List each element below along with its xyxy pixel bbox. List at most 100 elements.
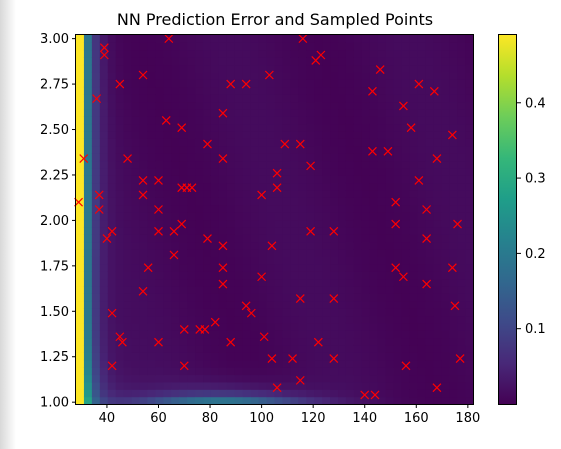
sampled-point-marker (187, 183, 197, 193)
heatmap-cell (330, 79, 339, 88)
heatmap-cell (393, 256, 403, 265)
heatmap-cell (187, 337, 196, 346)
heatmap-cell (401, 108, 411, 117)
sampled-point-marker (94, 190, 104, 200)
heatmap-cell (171, 352, 180, 361)
heatmap-cell (465, 79, 474, 88)
heatmap-cell (433, 241, 442, 250)
heatmap-cell (393, 330, 403, 339)
heatmap-cell (91, 389, 101, 398)
heatmap-cell (163, 249, 172, 257)
heatmap-cell (417, 79, 426, 88)
heatmap-cell (155, 344, 164, 353)
heatmap-cell (242, 308, 252, 317)
heatmap-cell (187, 352, 196, 361)
heatmap-cell (203, 344, 212, 353)
heatmap-cell (218, 330, 228, 339)
heatmap-cell (298, 145, 307, 154)
heatmap-cell (441, 367, 450, 376)
heatmap-cell (115, 189, 125, 198)
heatmap-cell (409, 57, 419, 66)
heatmap-cell (361, 344, 371, 353)
heatmap-cell (139, 300, 149, 309)
heatmap-cell (401, 123, 411, 132)
heatmap-cell (226, 108, 236, 117)
heatmap-cell (210, 219, 220, 228)
heatmap-cell (274, 293, 284, 302)
heatmap-cell (282, 315, 291, 324)
sampled-point-marker (154, 205, 163, 214)
heatmap-cell (361, 271, 371, 280)
heatmap-cell (107, 381, 117, 390)
heatmap-cell (115, 344, 125, 353)
heatmap-cell (139, 101, 149, 110)
heatmap-cell (361, 101, 371, 110)
heatmap-cell (147, 359, 156, 368)
heatmap-cell (179, 79, 188, 88)
heatmap-cell (298, 322, 307, 331)
heatmap-cell (290, 234, 299, 243)
heatmap-cell (179, 389, 188, 398)
heatmap-cell (83, 344, 93, 353)
heatmap-cell (163, 108, 172, 117)
heatmap-cell (361, 367, 371, 376)
heatmap-cell (298, 226, 307, 235)
heatmap-cell (385, 396, 395, 405)
heatmap-cell (353, 94, 363, 103)
heatmap-cell (369, 71, 379, 80)
heatmap-cell (210, 130, 220, 139)
heatmap-cell (218, 278, 228, 287)
heatmap-cell (123, 86, 133, 95)
heatmap-cell (226, 300, 236, 309)
heatmap-cell (99, 167, 109, 176)
heatmap-cell (258, 367, 268, 376)
heatmap-cell (409, 130, 419, 139)
heatmap-cell (409, 116, 419, 125)
heatmap-cell (266, 337, 276, 346)
heatmap-cell (306, 278, 315, 287)
heatmap-cell (250, 256, 260, 265)
heatmap-cell (123, 315, 133, 324)
heatmap-cell (171, 212, 180, 221)
heatmap-cell (417, 396, 426, 405)
heatmap-cell (401, 189, 411, 198)
heatmap-cell (234, 285, 244, 294)
heatmap-cell (441, 49, 450, 58)
heatmap-cell (76, 145, 85, 154)
heatmap-cell (425, 359, 434, 368)
heatmap-cell (353, 197, 363, 206)
heatmap-cell (417, 293, 426, 302)
heatmap-cell (290, 42, 299, 51)
heatmap-cell (425, 197, 434, 206)
heatmap-cell (203, 226, 212, 235)
heatmap-cell (449, 337, 458, 346)
heatmap-cell (266, 212, 276, 221)
heatmap-cell (76, 42, 85, 51)
heatmap-cell (187, 123, 196, 132)
heatmap-cell (441, 263, 450, 272)
heatmap-cell (282, 381, 291, 390)
sampled-point-marker (313, 337, 323, 347)
heatmap-cell (258, 249, 268, 257)
heatmap-cell (131, 219, 141, 228)
heatmap-cell (282, 300, 291, 309)
heatmap-cell (409, 123, 419, 132)
heatmap-cell (393, 212, 403, 221)
heatmap-cell (234, 278, 244, 287)
heatmap-cell (131, 160, 141, 169)
heatmap-cell (361, 108, 371, 117)
heatmap-cell (139, 315, 149, 324)
heatmap-cell (258, 337, 268, 346)
heatmap-cell (377, 123, 387, 132)
heatmap-cell (179, 212, 188, 221)
heatmap-cell (99, 278, 109, 287)
heatmap-cell (393, 189, 403, 198)
heatmap-cell (306, 86, 315, 95)
heatmap-cell (218, 315, 228, 324)
heatmap-cell (115, 212, 125, 221)
sampled-point-marker (288, 354, 297, 363)
heatmap-cell (377, 256, 387, 265)
sampled-point-marker (115, 79, 125, 89)
heatmap-cell (425, 293, 434, 302)
heatmap-cell (465, 278, 474, 287)
